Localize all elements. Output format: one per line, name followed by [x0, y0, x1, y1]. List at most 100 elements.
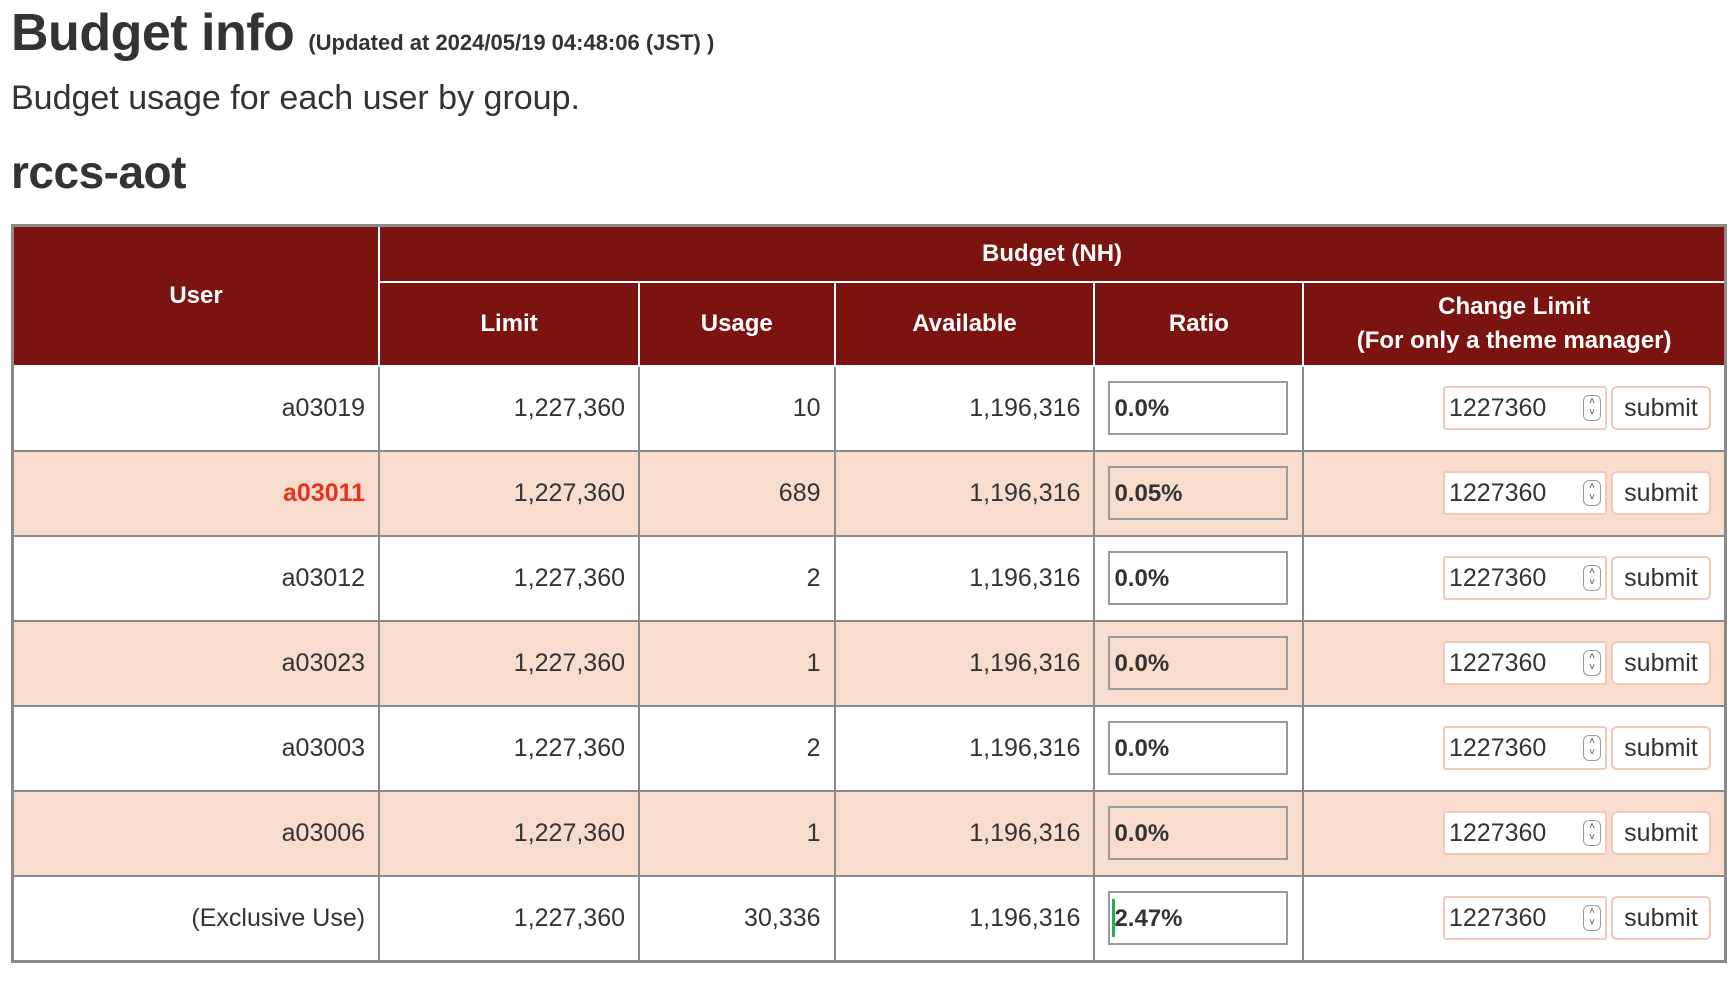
limit-number-input[interactable]: 1227360 ˄ ˅ — [1443, 811, 1607, 855]
ratio-meter: 2.47% — [1108, 891, 1289, 945]
change-limit-form: 1227360 ˄ ˅ submit — [1317, 471, 1711, 515]
header-change-limit-title: Change Limit — [1438, 292, 1591, 320]
cell-usage: 689 — [638, 449, 836, 537]
cell-change-limit: 1227360 ˄ ˅ submit — [1302, 704, 1727, 792]
number-spinner-icon[interactable]: ˄ ˅ — [1583, 735, 1601, 761]
header-user: User — [11, 224, 381, 367]
page-subtitle: Budget usage for each user by group. — [11, 79, 580, 117]
cell-ratio: 0.05% — [1093, 449, 1305, 537]
user-name: a03023 — [281, 648, 366, 677]
group-name: rccs-aot — [11, 146, 186, 198]
cell-limit: 1,227,360 — [378, 874, 641, 962]
submit-button[interactable]: submit — [1611, 641, 1711, 685]
limit-number-input[interactable]: 1227360 ˄ ˅ — [1443, 556, 1607, 600]
cell-ratio: 0.0% — [1093, 364, 1305, 452]
number-spinner-icon[interactable]: ˄ ˅ — [1583, 650, 1601, 676]
page-title: Budget info — [11, 4, 295, 62]
submit-button[interactable]: submit — [1611, 726, 1711, 770]
number-spinner-icon[interactable]: ˄ ˅ — [1583, 565, 1601, 591]
ratio-value: 0.0% — [1114, 565, 1170, 592]
ratio-meter: 0.0% — [1108, 806, 1289, 860]
user-name: (Exclusive Use) — [191, 903, 366, 932]
cell-usage: 1 — [638, 619, 836, 707]
cell-available: 1,196,316 — [833, 534, 1096, 622]
cell-limit: 1,227,360 — [378, 619, 641, 707]
cell-user: a03003 — [11, 704, 381, 792]
limit-input-value: 1227360 — [1449, 564, 1547, 592]
ratio-value: 0.0% — [1114, 735, 1170, 762]
submit-button[interactable]: submit — [1611, 386, 1711, 430]
submit-button[interactable]: submit — [1611, 556, 1711, 600]
table-row: a03023 1,227,360 1 1,196,316 0.0% 1227360 ˄ ˅ su… — [11, 619, 1727, 707]
cell-change-limit: 1227360 ˄ ˅ submit — [1302, 874, 1727, 962]
cell-limit: 1,227,360 — [378, 449, 641, 537]
cell-usage: 2 — [638, 704, 836, 792]
cell-ratio: 0.0% — [1093, 534, 1305, 622]
cell-ratio: 0.0% — [1093, 619, 1305, 707]
cell-change-limit: 1227360 ˄ ˅ submit — [1302, 364, 1727, 452]
limit-number-input[interactable]: 1227360 ˄ ˅ — [1443, 641, 1607, 685]
cell-user: a03012 — [11, 534, 381, 622]
submit-button[interactable]: submit — [1611, 896, 1711, 940]
change-limit-form: 1227360 ˄ ˅ submit — [1317, 896, 1711, 940]
cell-change-limit: 1227360 ˄ ˅ submit — [1302, 534, 1727, 622]
header-limit: Limit — [378, 280, 641, 367]
change-limit-form: 1227360 ˄ ˅ submit — [1317, 811, 1711, 855]
ratio-bar — [1112, 899, 1116, 937]
limit-number-input[interactable]: 1227360 ˄ ˅ — [1443, 896, 1607, 940]
cell-available: 1,196,316 — [833, 449, 1096, 537]
cell-user: a03006 — [11, 789, 381, 877]
limit-number-input[interactable]: 1227360 ˄ ˅ — [1443, 471, 1607, 515]
header-budget: Budget (NH) — [378, 224, 1727, 283]
user-name: a03019 — [281, 393, 366, 422]
cell-user: (Exclusive Use) — [11, 874, 381, 962]
user-name: a03012 — [281, 563, 366, 592]
cell-change-limit: 1227360 ˄ ˅ submit — [1302, 619, 1727, 707]
ratio-value: 0.0% — [1114, 395, 1170, 422]
limit-input-value: 1227360 — [1449, 904, 1547, 932]
cell-available: 1,196,316 — [833, 619, 1096, 707]
ratio-meter: 0.0% — [1108, 636, 1289, 690]
ratio-value: 0.0% — [1114, 820, 1170, 847]
header-usage: Usage — [638, 280, 836, 367]
cell-limit: 1,227,360 — [378, 704, 641, 792]
cell-usage: 1 — [638, 789, 836, 877]
table-row: a03019 1,227,360 10 1,196,316 0.0% 1227360 ˄ ˅ s… — [11, 364, 1727, 452]
table-row: a03006 1,227,360 1 1,196,316 0.0% 1227360 ˄ ˅ su… — [11, 789, 1727, 877]
ratio-value: 2.47% — [1114, 905, 1183, 932]
submit-button[interactable]: submit — [1611, 471, 1711, 515]
change-limit-form: 1227360 ˄ ˅ submit — [1317, 386, 1711, 430]
number-spinner-icon[interactable]: ˄ ˅ — [1583, 820, 1601, 846]
cell-limit: 1,227,360 — [378, 789, 641, 877]
cell-change-limit: 1227360 ˄ ˅ submit — [1302, 449, 1727, 537]
limit-input-value: 1227360 — [1449, 649, 1547, 677]
cell-limit: 1,227,360 — [378, 534, 641, 622]
submit-button[interactable]: submit — [1611, 811, 1711, 855]
cell-available: 1,196,316 — [833, 704, 1096, 792]
limit-input-value: 1227360 — [1449, 394, 1547, 422]
header-change-limit: Change Limit (For only a theme manager) — [1302, 280, 1727, 367]
limit-number-input[interactable]: 1227360 ˄ ˅ — [1443, 386, 1607, 430]
cell-usage: 2 — [638, 534, 836, 622]
cell-ratio: 0.0% — [1093, 704, 1305, 792]
cell-available: 1,196,316 — [833, 874, 1096, 962]
cell-user: a03019 — [11, 364, 381, 452]
number-spinner-icon[interactable]: ˄ ˅ — [1583, 395, 1601, 421]
user-name: a03006 — [281, 818, 366, 847]
user-name: a03003 — [281, 733, 366, 762]
limit-number-input[interactable]: 1227360 ˄ ˅ — [1443, 726, 1607, 770]
number-spinner-icon[interactable]: ˄ ˅ — [1583, 905, 1601, 931]
ratio-meter: 0.0% — [1108, 721, 1289, 775]
header-change-limit-note: (For only a theme manager) — [1356, 326, 1672, 354]
cell-usage: 30,336 — [638, 874, 836, 962]
number-spinner-icon[interactable]: ˄ ˅ — [1583, 480, 1601, 506]
limit-input-value: 1227360 — [1449, 819, 1547, 847]
table-row: a03012 1,227,360 2 1,196,316 0.0% 1227360 ˄ ˅ su… — [11, 534, 1727, 622]
table-row: a03003 1,227,360 2 1,196,316 0.0% 1227360 ˄ ˅ su… — [11, 704, 1727, 792]
user-name: a03011 — [283, 478, 366, 507]
budget-table: User Budget (NH) Limit Usage Available R… — [11, 224, 1727, 963]
change-limit-form: 1227360 ˄ ˅ submit — [1317, 641, 1711, 685]
change-limit-form: 1227360 ˄ ˅ submit — [1317, 726, 1711, 770]
cell-limit: 1,227,360 — [378, 364, 641, 452]
cell-user: a03023 — [11, 619, 381, 707]
